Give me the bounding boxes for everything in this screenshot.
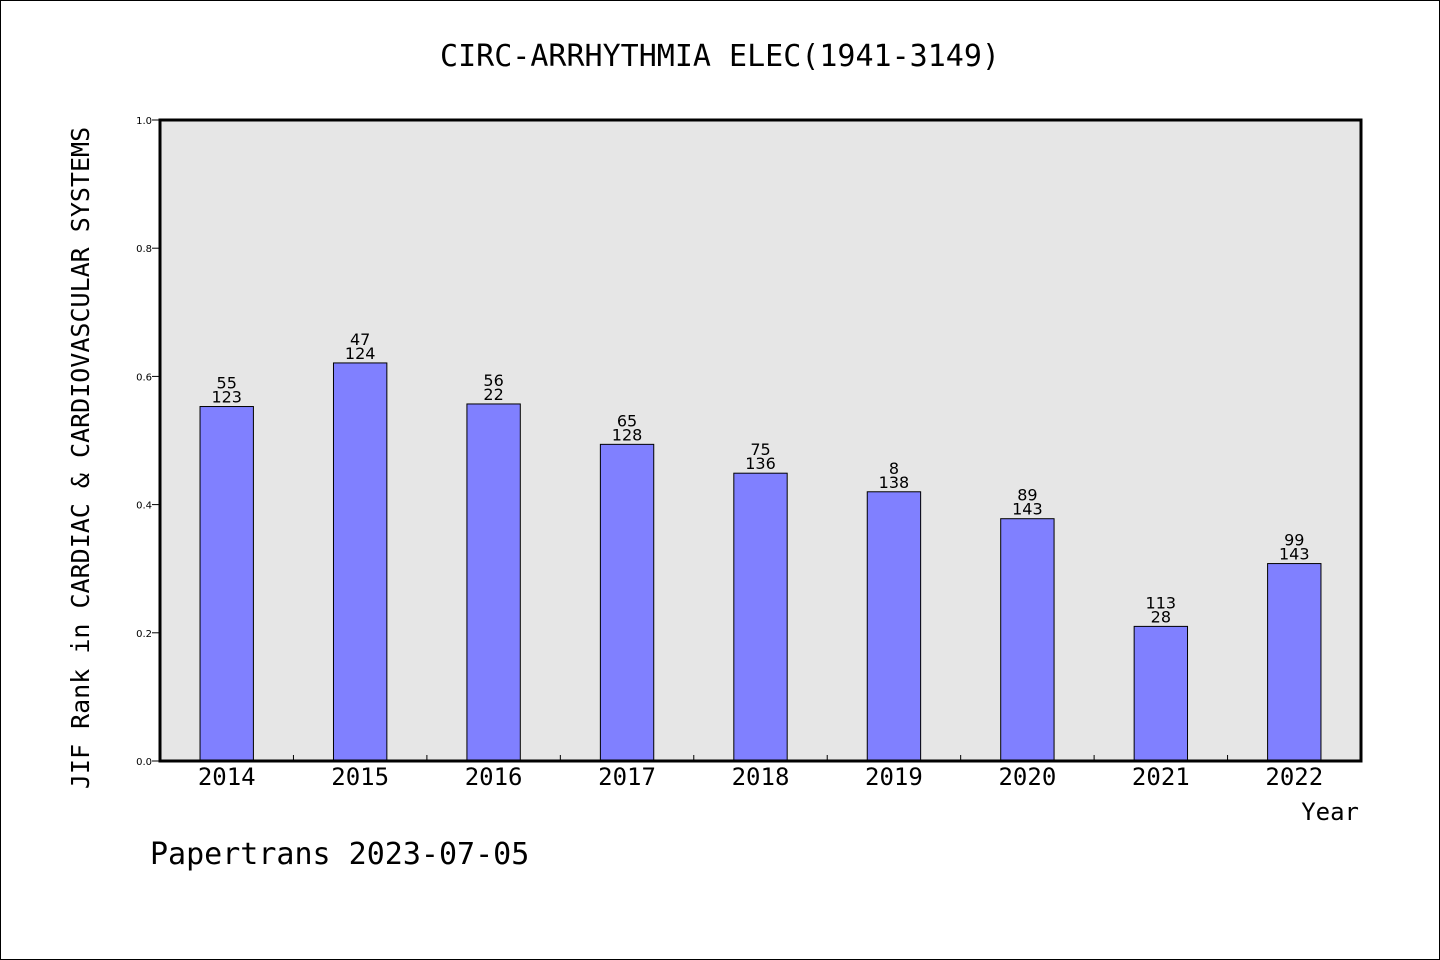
- bar-2016: [466, 403, 521, 762]
- x-tick-label: 2021: [1132, 763, 1190, 791]
- bar-label-bottom: 123: [211, 388, 242, 407]
- chart-title: CIRC-ARRHYTHMIA ELEC(1941-3149): [440, 39, 1000, 74]
- y-tick-label: 0.8: [136, 244, 152, 255]
- bar-label-top: 56: [483, 371, 503, 390]
- footer-text: Papertrans 2023-07-05: [150, 837, 529, 872]
- x-tick-label: 2020: [998, 763, 1056, 791]
- bar-label-bottom: 138: [879, 473, 910, 492]
- bar-2021: [1133, 625, 1189, 762]
- x-tick-label: 2022: [1265, 763, 1323, 791]
- bar-label-bottom: 143: [1012, 500, 1043, 519]
- y-ticks-group: 0.0 0.2 0.4 0.6 0.8 1.0: [136, 116, 160, 768]
- x-tick-label: 2015: [331, 763, 389, 791]
- y-tick-label: 0.4: [136, 501, 152, 512]
- y-tick-label: 0.0: [136, 757, 152, 768]
- bar-label-top: 8: [889, 459, 899, 478]
- y-tick-label: 1.0: [136, 116, 152, 127]
- plot-border: [158, 118, 1363, 763]
- bar-label-bottom: 22: [483, 385, 503, 404]
- y-tick-label: 0.2: [136, 629, 152, 640]
- bar-label-top: 75: [750, 440, 770, 459]
- y-tick-label: 0.6: [136, 372, 152, 383]
- bar-label-top: 99: [1284, 531, 1304, 550]
- y-axis-label: JIF Rank in CARDIAC & CARDIOVASCULAR SYS…: [66, 127, 95, 789]
- bar-2019: [866, 491, 922, 762]
- x-ticks-group: 2014 2015 2016 2017 2018 2019 2020 2021 2022: [198, 755, 1323, 791]
- bar-2018: [733, 472, 788, 762]
- x-tick-label: 2016: [465, 763, 523, 791]
- bar-2022: [1267, 563, 1322, 762]
- x-tick-label: 2014: [198, 763, 256, 791]
- bar-label-bottom: 124: [345, 344, 376, 363]
- bar-label-bottom: 143: [1279, 545, 1310, 564]
- bar-label-bottom: 28: [1151, 607, 1171, 626]
- bar-label-top: 55: [217, 374, 237, 393]
- bar-2017: [599, 443, 655, 762]
- bar-label-top: 65: [617, 411, 637, 430]
- bar-2020: [1000, 518, 1055, 762]
- bar-label-top: 113: [1146, 593, 1177, 612]
- bar-label-top: 47: [350, 330, 370, 349]
- bar-label-bottom: 136: [745, 454, 776, 473]
- bar-label-bottom: 128: [612, 425, 643, 444]
- x-axis-label: Year: [1301, 798, 1359, 826]
- bar-label-top: 89: [1017, 486, 1037, 505]
- x-tick-label: 2018: [732, 763, 790, 791]
- x-tick-label: 2019: [865, 763, 923, 791]
- x-tick-label: 2017: [598, 763, 656, 791]
- bar-2015: [332, 362, 388, 762]
- bar-2014: [199, 406, 254, 762]
